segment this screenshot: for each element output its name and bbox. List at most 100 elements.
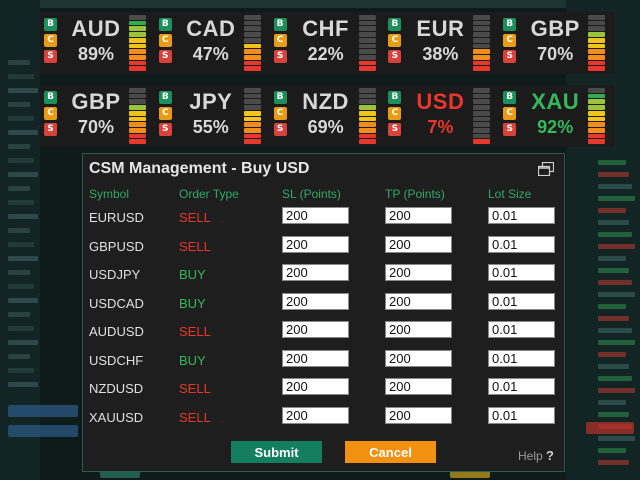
- meter-segment: [358, 49, 376, 54]
- strength-percent: 7%: [427, 117, 454, 137]
- terminal-row: [8, 60, 30, 65]
- meter-segment: [243, 110, 261, 116]
- lot-size-input[interactable]: [488, 349, 555, 367]
- terminal-row: [598, 280, 632, 285]
- order-type-label[interactable]: SELL: [179, 238, 211, 254]
- order-type-label[interactable]: BUY: [179, 352, 206, 368]
- close-button[interactable]: C: [158, 107, 172, 120]
- lot-size-input[interactable]: [488, 207, 555, 224]
- buy-button[interactable]: B: [388, 91, 402, 104]
- currency-code: EUR: [416, 16, 465, 41]
- cancel-button[interactable]: Cancel: [345, 441, 436, 463]
- close-button[interactable]: C: [158, 34, 172, 47]
- sell-button[interactable]: S: [273, 50, 287, 63]
- order-type-label[interactable]: SELL: [179, 381, 211, 396]
- sl-input[interactable]: [282, 406, 349, 424]
- buy-button[interactable]: B: [44, 18, 57, 31]
- meter-segment: [473, 66, 491, 72]
- sl-input[interactable]: [282, 378, 349, 395]
- terminal-row: [598, 376, 632, 381]
- buy-button[interactable]: B: [273, 91, 287, 104]
- order-row-eurusd: EURUSD SELL: [83, 207, 566, 227]
- terminal-button: [8, 405, 78, 417]
- close-button[interactable]: C: [388, 34, 402, 47]
- order-row-usdcad: USDCAD BUY: [83, 292, 566, 313]
- tp-input[interactable]: [385, 378, 452, 395]
- lot-size-input[interactable]: [488, 292, 555, 310]
- submit-button[interactable]: Submit: [231, 441, 322, 463]
- help-link[interactable]: Help ?: [518, 448, 554, 463]
- meter-segment: [473, 32, 491, 37]
- lot-size-input[interactable]: [488, 321, 555, 338]
- close-button[interactable]: C: [388, 107, 402, 120]
- terminal-row: [8, 340, 38, 345]
- lot-size-input[interactable]: [488, 406, 555, 424]
- terminal-row: [598, 412, 629, 417]
- tp-input[interactable]: [385, 406, 452, 424]
- terminal-row: [598, 208, 626, 213]
- buy-button[interactable]: B: [503, 91, 517, 104]
- sell-button[interactable]: S: [158, 50, 172, 63]
- tp-input[interactable]: [385, 292, 452, 310]
- order-type-label[interactable]: BUY: [179, 295, 206, 311]
- meter-segment: [358, 127, 376, 133]
- sl-input[interactable]: [282, 292, 349, 310]
- close-button[interactable]: C: [273, 34, 287, 47]
- tp-input[interactable]: [385, 321, 452, 338]
- sell-button[interactable]: S: [503, 50, 517, 63]
- meter-segment: [358, 32, 376, 37]
- terminal-row: [8, 144, 30, 149]
- window-restore-icon[interactable]: [538, 162, 554, 176]
- tp-input[interactable]: [385, 235, 452, 253]
- sl-input[interactable]: [282, 264, 349, 281]
- meter-segment: [588, 139, 606, 145]
- strength-meter: [129, 15, 146, 72]
- sl-input[interactable]: [282, 349, 349, 367]
- lot-size-input[interactable]: [488, 235, 555, 253]
- sell-button[interactable]: S: [44, 50, 57, 63]
- strength-percent: 92%: [537, 117, 574, 137]
- buy-button[interactable]: B: [44, 91, 57, 104]
- buy-button[interactable]: B: [158, 91, 172, 104]
- buy-button[interactable]: B: [503, 18, 517, 31]
- sell-button[interactable]: S: [273, 123, 287, 136]
- close-button[interactable]: C: [44, 107, 57, 120]
- tp-input[interactable]: [385, 349, 452, 367]
- tp-input[interactable]: [385, 264, 452, 281]
- sl-input[interactable]: [282, 321, 349, 338]
- close-button[interactable]: C: [503, 34, 517, 47]
- meter-segment: [473, 139, 491, 145]
- buy-button[interactable]: B: [273, 18, 287, 31]
- meter-segment: [473, 99, 491, 105]
- sl-input[interactable]: [282, 207, 349, 224]
- sell-button[interactable]: S: [158, 123, 172, 136]
- terminal-row: [8, 116, 34, 121]
- meter-segment: [588, 60, 606, 66]
- terminal-row: [8, 88, 38, 93]
- close-button[interactable]: C: [273, 107, 287, 120]
- terminal-row: [8, 200, 34, 205]
- meter-segment: [243, 49, 261, 54]
- sell-button[interactable]: S: [44, 123, 57, 136]
- order-type-label[interactable]: SELL: [179, 324, 211, 339]
- lot-size-input[interactable]: [488, 264, 555, 281]
- buy-button[interactable]: B: [388, 18, 402, 31]
- strength-tile-jpy: B C S JPY 55%: [155, 85, 270, 147]
- order-type-label[interactable]: BUY: [179, 267, 206, 282]
- lot-size-input[interactable]: [488, 378, 555, 395]
- tp-input[interactable]: [385, 207, 452, 224]
- close-button[interactable]: C: [44, 34, 57, 47]
- meter-segment: [473, 49, 491, 54]
- sell-button[interactable]: S: [388, 50, 402, 63]
- sell-button[interactable]: S: [388, 123, 402, 136]
- buy-button[interactable]: B: [158, 18, 172, 31]
- order-type-label[interactable]: SELL: [179, 409, 211, 425]
- order-type-label[interactable]: SELL: [179, 210, 211, 225]
- meter-segment: [129, 37, 146, 43]
- sl-input[interactable]: [282, 235, 349, 253]
- close-button[interactable]: C: [503, 107, 517, 120]
- meter-segment: [243, 66, 261, 72]
- sell-button[interactable]: S: [503, 123, 517, 136]
- meter-segment: [358, 133, 376, 139]
